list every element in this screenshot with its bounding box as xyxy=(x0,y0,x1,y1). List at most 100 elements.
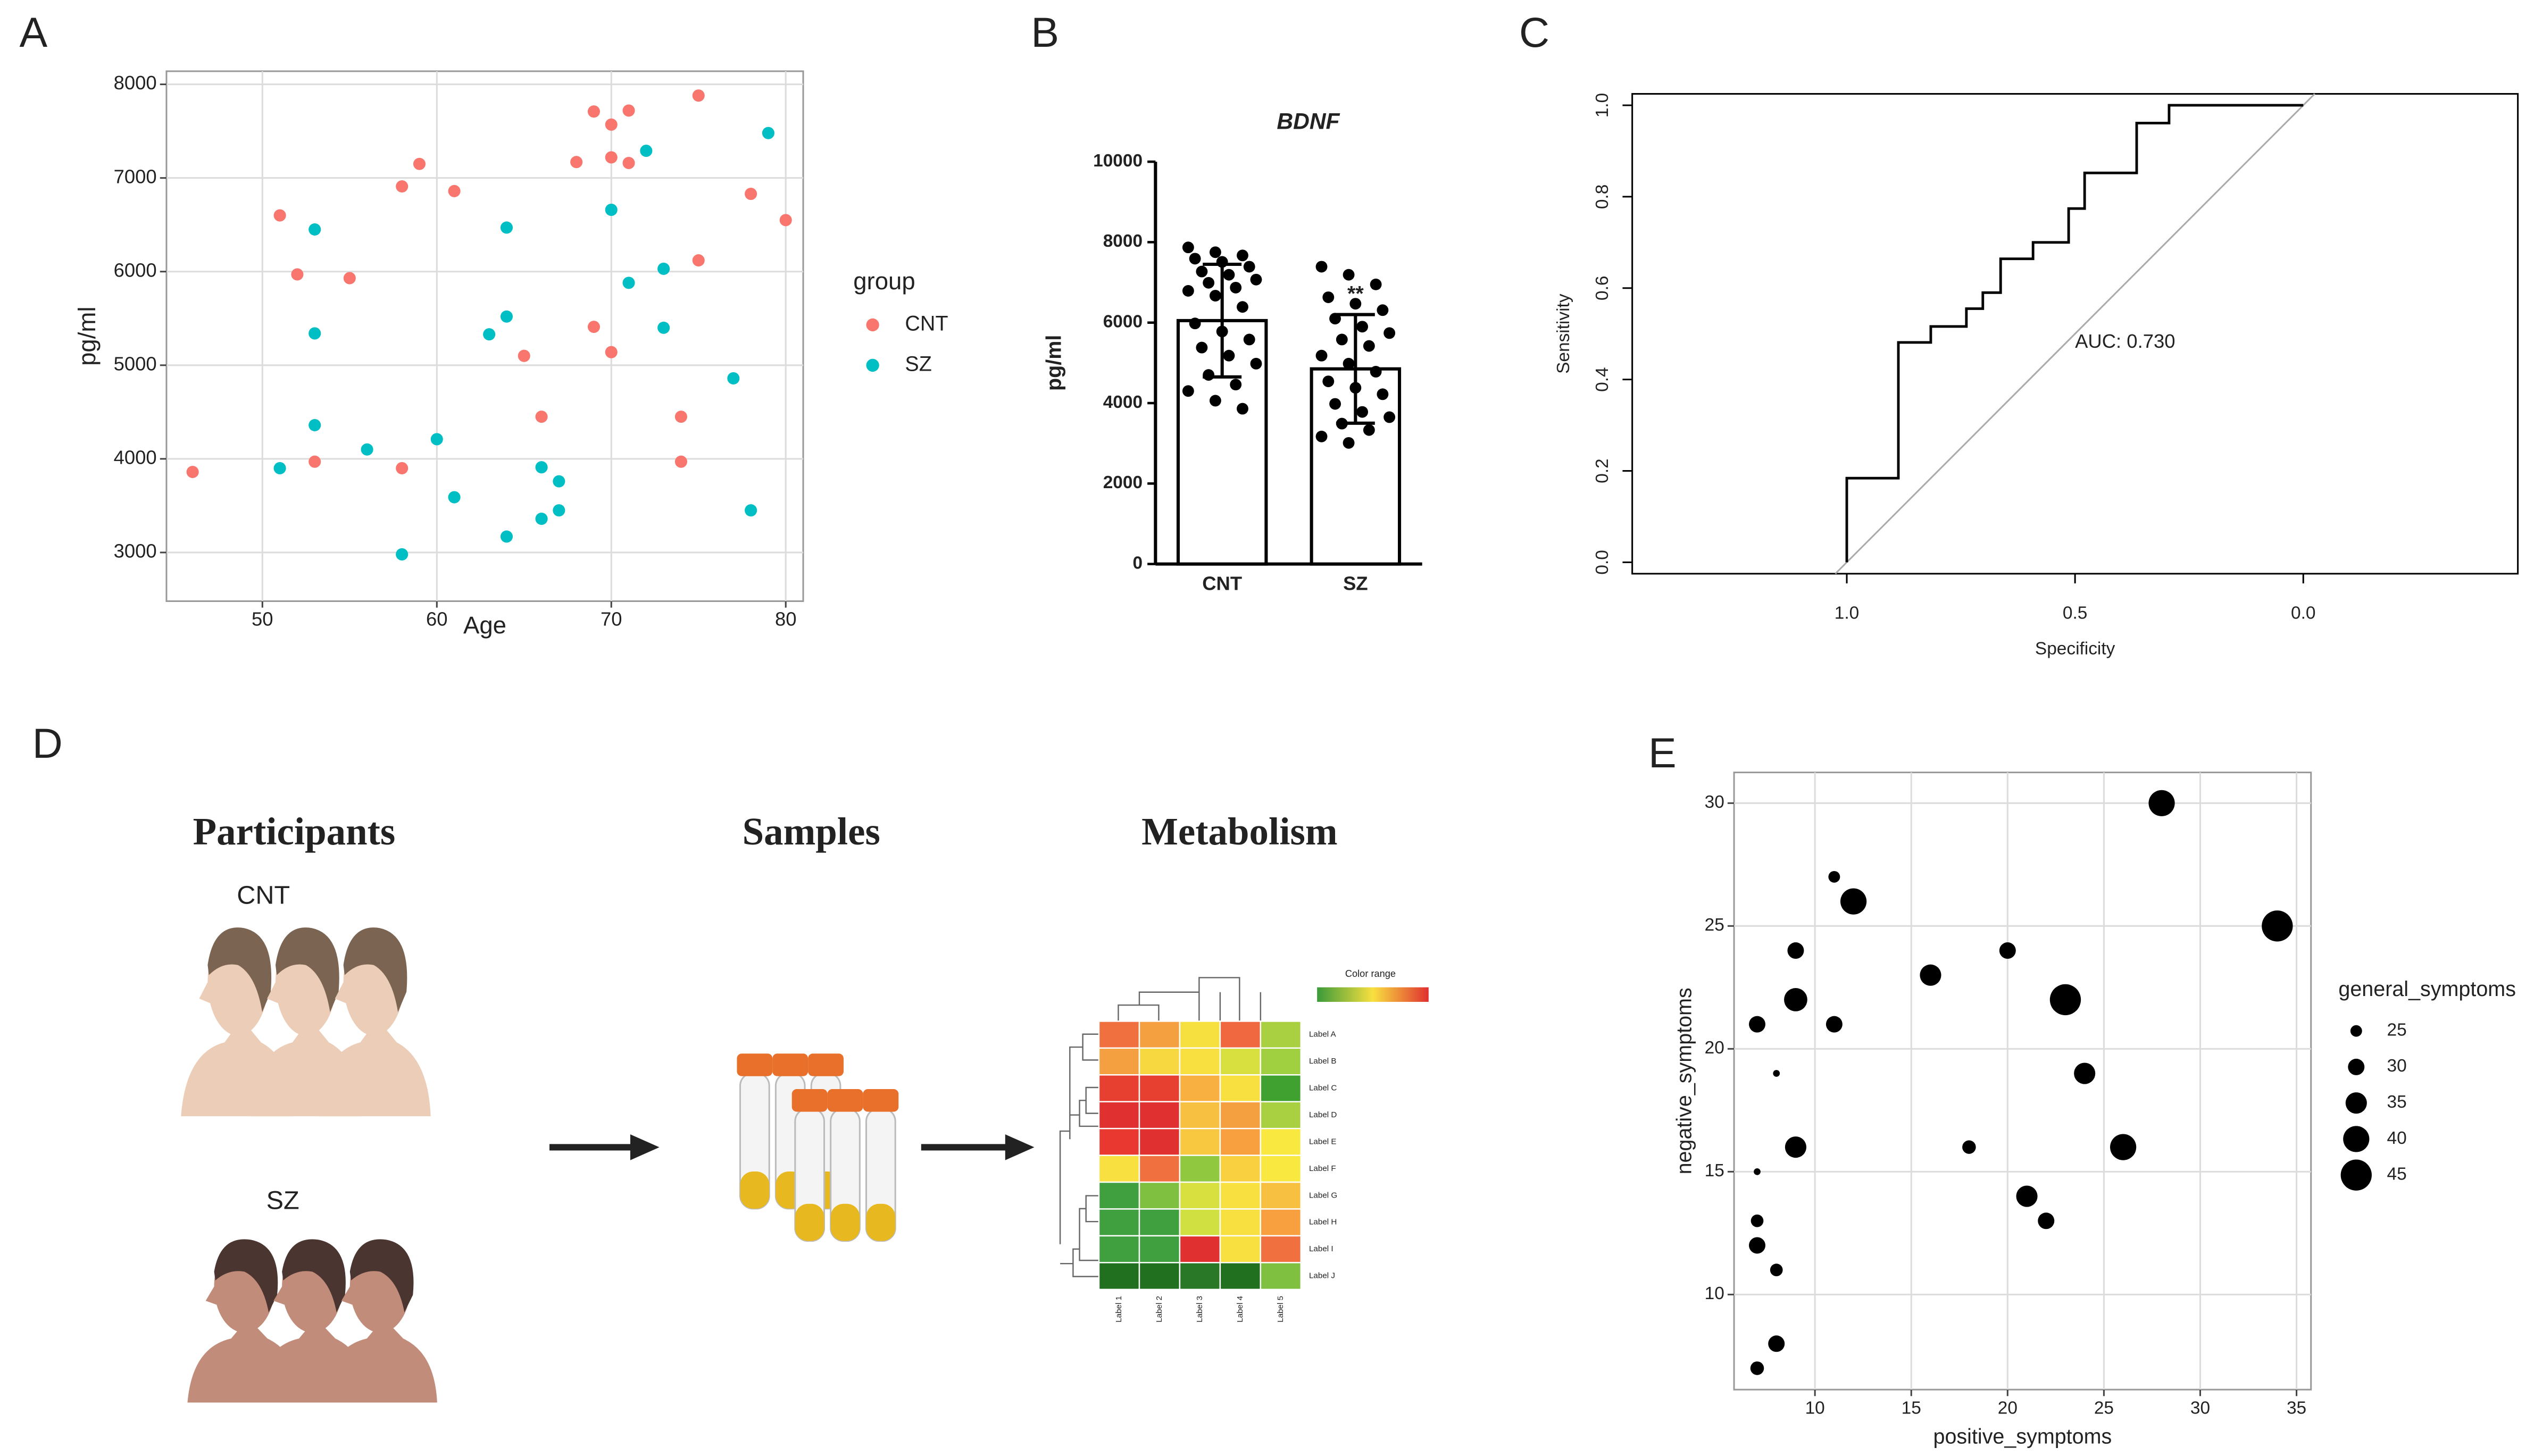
data-point xyxy=(1336,333,1348,346)
heads-cnt xyxy=(181,927,431,1117)
plot-background xyxy=(1733,772,2312,1391)
significance: ** xyxy=(1347,282,1364,306)
legend-marker xyxy=(2345,1092,2367,1114)
legend-label: SZ xyxy=(905,352,931,375)
heatmap-cell xyxy=(1219,1154,1262,1183)
point xyxy=(553,475,565,488)
point xyxy=(657,262,670,275)
data-point xyxy=(1343,269,1355,281)
heatmap-cell xyxy=(1098,1235,1140,1263)
data-point xyxy=(1383,327,1396,339)
data-point xyxy=(1223,269,1235,281)
heatmap-cell xyxy=(1219,1235,1262,1263)
col-label: Label 1 xyxy=(1114,1296,1123,1323)
point xyxy=(413,157,426,170)
data-point xyxy=(1182,284,1194,297)
heatmap-cell xyxy=(1260,1020,1302,1049)
legend-label: 25 xyxy=(2387,1020,2407,1040)
bubble xyxy=(1770,1263,1783,1277)
x-tick-label: 0.5 xyxy=(2063,604,2087,623)
data-point xyxy=(1250,357,1262,370)
heatmap-cell xyxy=(1260,1154,1302,1183)
heatmap-cell xyxy=(1219,1047,1262,1076)
chart-title: BDNF xyxy=(1277,108,1340,134)
bubble xyxy=(1920,964,1941,986)
data-point xyxy=(1182,385,1194,397)
heatmap-cell xyxy=(1260,1047,1302,1076)
y-tick-label: 10 xyxy=(1705,1284,1724,1303)
y-tick-label: 10000 xyxy=(1093,151,1143,171)
heads-sz xyxy=(187,1239,437,1403)
data-point xyxy=(1250,273,1262,286)
point xyxy=(535,513,548,525)
heatmap-cell xyxy=(1098,1181,1140,1210)
point xyxy=(622,156,635,170)
y-axis-label: negative_symptoms xyxy=(1672,988,1696,1174)
bubble xyxy=(2049,984,2081,1016)
heatmap-cell xyxy=(1260,1101,1302,1129)
heatmap-cell xyxy=(1098,1020,1140,1049)
y-axis-label: pg/ml xyxy=(73,307,101,366)
heatmap-cell xyxy=(1098,1154,1140,1183)
point xyxy=(674,455,687,468)
point xyxy=(500,310,513,323)
legend-marker xyxy=(2348,1058,2365,1075)
x-tick-label: 50 xyxy=(252,608,273,630)
data-point xyxy=(1209,246,1221,258)
point xyxy=(309,419,321,432)
col-label: Label 4 xyxy=(1236,1296,1245,1323)
heatmap-cell xyxy=(1260,1074,1302,1102)
point xyxy=(186,465,199,479)
row-label: Label D xyxy=(1309,1110,1337,1119)
bubble xyxy=(1768,1335,1785,1352)
x-tick-label: 0.0 xyxy=(2291,604,2315,623)
data-point xyxy=(1349,382,1362,394)
bubble xyxy=(2016,1185,2038,1207)
row-label: Label I xyxy=(1309,1244,1333,1253)
point xyxy=(605,118,618,131)
y-axis-label: pg/ml xyxy=(1042,335,1065,391)
col-label: Label 5 xyxy=(1276,1296,1285,1323)
heatmap-cell xyxy=(1179,1181,1221,1210)
heatmap-cell xyxy=(1179,1020,1221,1049)
data-point xyxy=(1315,261,1328,273)
x-tick-label: 10 xyxy=(1805,1398,1825,1418)
point xyxy=(553,504,565,517)
bubble xyxy=(1749,1016,1766,1033)
y-tick-label: 8000 xyxy=(114,72,157,94)
legend-label: 30 xyxy=(2387,1056,2407,1076)
point xyxy=(448,185,461,197)
bubble xyxy=(1784,988,1807,1011)
data-point xyxy=(1329,313,1341,325)
bubble xyxy=(2110,1134,2137,1160)
heatmap-cell xyxy=(1219,1074,1262,1102)
data-point xyxy=(1182,241,1194,254)
y-tick-label: 7000 xyxy=(114,165,157,187)
heatmap-cell xyxy=(1219,1020,1262,1049)
y-tick-label: 4000 xyxy=(1103,392,1143,412)
data-point xyxy=(1329,398,1341,410)
panel-letter: E xyxy=(1648,729,1677,776)
point xyxy=(483,328,496,341)
legend-label: 35 xyxy=(2387,1092,2407,1112)
y-tick-label: 6000 xyxy=(114,259,157,281)
col-label: Label 2 xyxy=(1155,1296,1164,1323)
data-point xyxy=(1383,411,1396,423)
y-tick-label: 0.6 xyxy=(1593,275,1612,300)
row-label: Label C xyxy=(1309,1084,1337,1093)
bubble xyxy=(1785,1136,1807,1158)
point xyxy=(745,188,757,200)
data-point xyxy=(1189,253,1201,265)
point xyxy=(745,504,757,517)
data-point xyxy=(1230,379,1242,391)
heatmap-cell xyxy=(1138,1181,1181,1210)
heatmap-cell xyxy=(1138,1262,1181,1291)
data-point xyxy=(1237,249,1248,262)
heatmap-cell xyxy=(1260,1262,1302,1291)
y-tick-label: 30 xyxy=(1705,792,1724,812)
point xyxy=(273,462,286,475)
data-point xyxy=(1356,406,1369,418)
x-tick-label: 20 xyxy=(1998,1398,2018,1418)
point xyxy=(500,530,513,543)
